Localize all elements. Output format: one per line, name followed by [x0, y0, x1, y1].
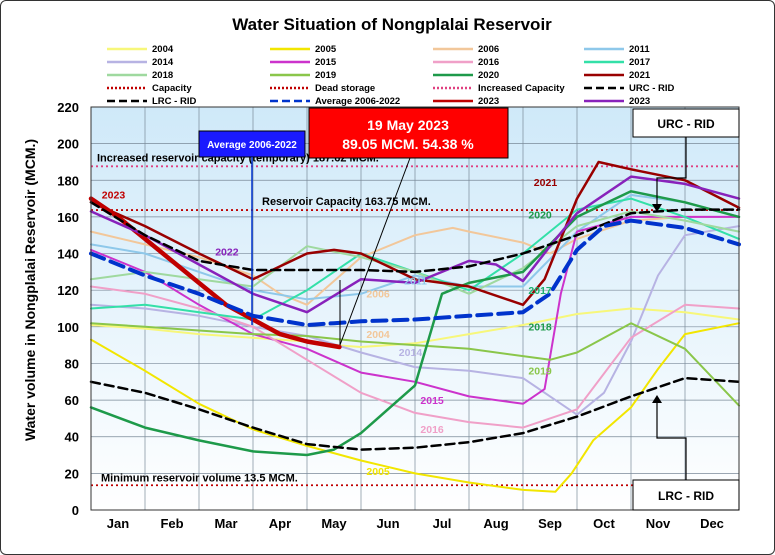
- x-tick-dec: Dec: [700, 516, 724, 531]
- reference-lines: Increased reservoir capacity (temporary)…: [91, 152, 739, 487]
- series-2004: [90, 307, 740, 348]
- y-tick-20: 20: [65, 466, 79, 481]
- current-callout-value: 89.05 MCM. 54.38 %: [342, 136, 474, 152]
- lrc-callout-box: [632, 479, 740, 511]
- lrc-callout-label: LRC - RID: [658, 489, 714, 503]
- y-tick-0: 0: [72, 503, 79, 518]
- y-tick-80: 80: [65, 356, 79, 371]
- series-2011: [90, 193, 740, 301]
- lrc-callout-pointer: [656, 397, 687, 480]
- series-label-2011: 2011: [404, 276, 427, 288]
- series-label-2019: 2019: [528, 365, 552, 377]
- legend-label-capacity: Capacity: [152, 83, 192, 94]
- series-label-2016: 2016: [420, 424, 444, 436]
- series-label-2020: 2020: [528, 210, 552, 222]
- current-callout-box: [308, 107, 509, 159]
- urc-callout-pointer: [656, 137, 687, 210]
- y-tick-220: 220: [57, 100, 79, 115]
- legend-label-increased-capacity: Increased Capacity: [478, 83, 565, 94]
- y-tick-160: 160: [57, 210, 79, 225]
- x-tick-aug: Aug: [483, 516, 508, 531]
- series-label-2014: 2014: [399, 347, 423, 359]
- x-tick-jul: Jul: [433, 516, 452, 531]
- series-2016: [90, 285, 740, 429]
- legend-label-2011: 2011: [629, 44, 650, 55]
- legend-label-lrc-rid: LRC - RID: [152, 96, 196, 107]
- x-tick-apr: Apr: [269, 516, 291, 531]
- series-label-2017: 2017: [528, 285, 552, 297]
- legend-label-average-2006-2022: Average 2006-2022: [315, 96, 400, 107]
- axis-ticks: 0 20 40 60 80 100 120 140 160 180 200 220 Jan Feb Mar A…: [57, 100, 724, 531]
- x-tick-nov: Nov: [646, 516, 671, 531]
- legend-label-dead-storage: Dead storage: [315, 83, 375, 94]
- legend-label-2017: 2017: [629, 57, 650, 68]
- x-tick-jan: Jan: [107, 516, 129, 531]
- series-2022: [89, 175, 741, 314]
- average-callout-label: Average 2006-2022: [207, 140, 297, 151]
- chart-title: Water Situation of Nongplalai Reservoir: [232, 15, 552, 34]
- y-axis-label: Water volume in Nongplalai Reservoir (MC…: [22, 139, 38, 441]
- y-tick-140: 140: [57, 247, 79, 262]
- legend-label-2021: 2021: [629, 70, 651, 81]
- x-tick-jun: Jun: [376, 516, 399, 531]
- ref-label-2: Minimum reservoir volume 13.5 MCM.: [101, 472, 298, 484]
- series-label-2018: 2018: [528, 321, 552, 333]
- series-lrc-rid: [89, 376, 741, 451]
- legend-label-2019: 2019: [315, 70, 336, 81]
- series-urc-rid: [89, 201, 741, 274]
- legend-label-2023: 2023: [478, 96, 499, 107]
- urc-arrowhead: [652, 204, 662, 212]
- legend: 2004 2005 2006 2011 2014 2015 2016 2017 2018 2019…: [107, 44, 675, 107]
- legend-label-2020: 2020: [478, 70, 499, 81]
- y-tick-200: 200: [57, 137, 79, 152]
- x-tick-mar: Mar: [214, 516, 237, 531]
- legend-label-2018: 2018: [152, 70, 173, 81]
- legend-label-2014: 2014: [152, 57, 174, 68]
- x-tick-sep: Sep: [538, 516, 562, 531]
- ref-label-1: Reservoir Capacity 163.75 MCM.: [262, 196, 431, 208]
- series-2021: [89, 160, 741, 307]
- legend-label-2006: 2006: [478, 44, 499, 55]
- y-tick-40: 40: [65, 430, 79, 445]
- series-average-2006-2022: [89, 218, 741, 327]
- plot-border: [90, 106, 740, 511]
- y-tick-100: 100: [57, 320, 79, 335]
- series-label-2022: 2022: [215, 246, 239, 258]
- current-callout-pointer: [339, 157, 411, 346]
- legend-label-2015: 2015: [315, 57, 337, 68]
- urc-callout-label: URC - RID: [657, 117, 715, 131]
- series-2014: [90, 225, 740, 416]
- y-tick-60: 60: [65, 393, 79, 408]
- series-2019: [90, 322, 740, 407]
- current-callout-date: 19 May 2023: [367, 117, 449, 133]
- legend-label-2016: 2016: [478, 57, 499, 68]
- legend-label-2005: 2005: [315, 44, 337, 55]
- series-2020: [89, 190, 741, 457]
- legend-label-2004: 2004: [152, 44, 174, 55]
- x-tick-oct: Oct: [593, 516, 615, 531]
- x-tick-feb: Feb: [160, 516, 183, 531]
- ref-label-0: Increased reservoir capacity (temporary)…: [97, 152, 379, 164]
- legend-label-urc-rid: URC - RID: [629, 83, 675, 94]
- series-labels: 2023 2022 2006 2011 2004 2014 2015 2016 2005 2017…: [102, 177, 558, 478]
- series-label-2021: 2021: [534, 177, 558, 189]
- lrc-arrowhead: [652, 395, 662, 403]
- legend-label-2023: 2023: [629, 96, 650, 107]
- series-label-2015: 2015: [420, 395, 444, 407]
- y-tick-180: 180: [57, 173, 79, 188]
- y-tick-120: 120: [57, 283, 79, 298]
- series-label-2005: 2005: [366, 466, 390, 478]
- x-tick-may: May: [321, 516, 347, 531]
- series-label-2004: 2004: [366, 329, 390, 341]
- series-label-2023: 2023: [102, 190, 126, 202]
- series-group: [88, 160, 741, 493]
- series-2005: [90, 322, 740, 493]
- series-label-2006: 2006: [366, 289, 390, 301]
